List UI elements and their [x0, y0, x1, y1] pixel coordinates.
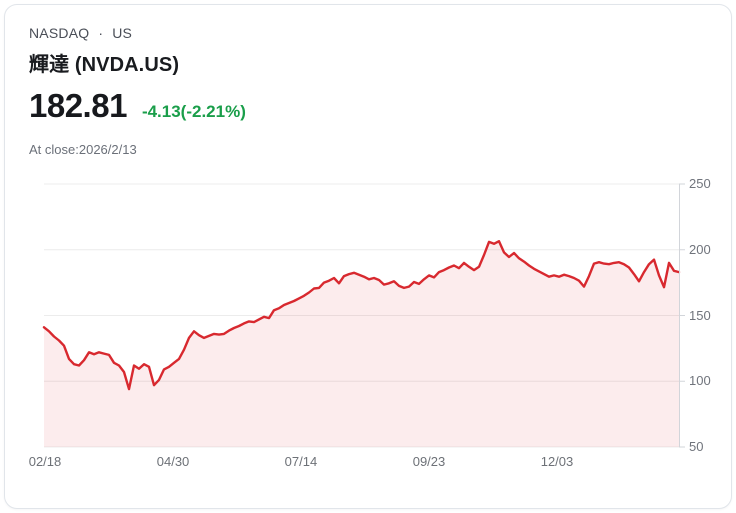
y-axis-label: 250: [689, 176, 711, 191]
at-close-label: At close:2026/2/13: [29, 142, 137, 157]
exchange-row: NASDAQ · US: [29, 25, 179, 41]
x-axis-label: 09/23: [412, 454, 446, 469]
exchange-label: NASDAQ: [29, 25, 90, 41]
x-axis-label: 07/14: [284, 454, 318, 469]
y-axis-label: 150: [689, 307, 711, 323]
x-axis-label: 04/30: [156, 454, 190, 469]
last-price: 182.81: [29, 87, 127, 124]
y-axis-label: 100: [689, 373, 711, 389]
price-area-fill: [44, 241, 679, 447]
x-axis-label: 12/03: [540, 454, 574, 469]
price-line: [42, 240, 681, 391]
x-axis-label: 02/18: [28, 454, 62, 469]
quote-header: NASDAQ · US 輝達 (NVDA.US): [29, 25, 179, 77]
y-axis-label: 50: [689, 439, 704, 454]
price-change: -4.13(-2.21%): [141, 102, 246, 121]
y-axis-label: 200: [689, 241, 711, 257]
stock-title: 輝達 (NVDA.US): [29, 54, 180, 76]
price-row: 182.81 -4.13(-2.21%): [29, 87, 246, 125]
stock-quote-card: NASDAQ · US 輝達 (NVDA.US) 182.81 -4.13(-2…: [4, 4, 732, 509]
price-chart-area: 250 200 150 100 50 02/18 04/30 07/14 09/23 12/03: [5, 5, 732, 508]
price-chart[interactable]: [5, 5, 732, 508]
market-label: US: [112, 25, 133, 41]
separator-dot: ·: [98, 25, 104, 41]
